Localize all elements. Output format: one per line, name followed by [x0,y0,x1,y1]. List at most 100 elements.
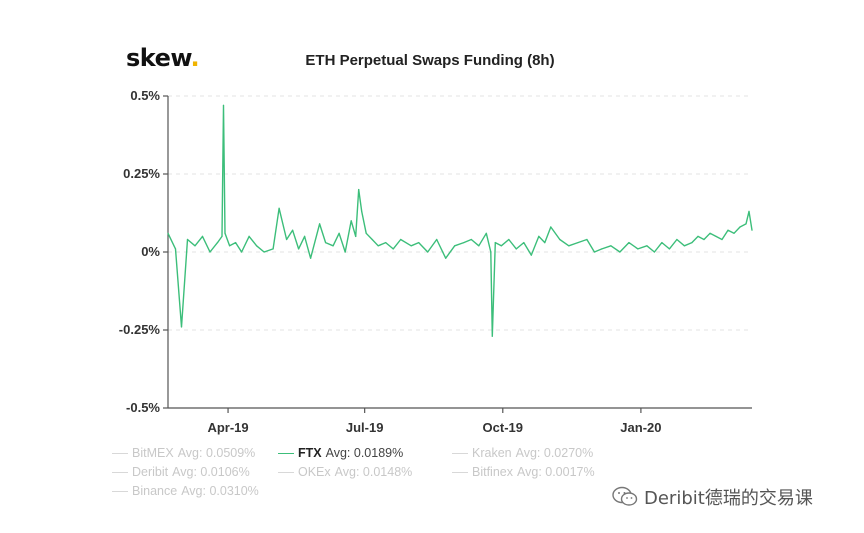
x-tick-label: Jan-20 [620,420,661,435]
legend-series-name: BitMEX [132,446,174,460]
legend-swatch [278,452,294,454]
data-point [377,245,379,247]
data-point [216,242,219,244]
data-point [739,226,741,228]
x-tick-label: Oct-19 [483,420,523,435]
data-point [272,248,274,250]
data-point [235,242,237,244]
data-point [721,238,723,241]
data-point [427,251,429,253]
data-point [703,238,705,241]
y-tick-label: -0.25% [119,322,161,337]
data-point [325,242,327,244]
legend-series-avg: Avg: 0.0106% [172,465,250,479]
y-tick-label: -0.5% [126,400,160,415]
data-point [392,248,394,250]
data-point [491,335,493,337]
data-point [400,238,402,241]
data-point [610,245,612,247]
data-point [463,242,465,244]
data-point [646,245,648,247]
data-point [733,232,735,234]
data-point [538,235,540,237]
legend-series-avg: Avg: 0.0148% [334,465,413,479]
data-point [544,242,546,244]
data-point [508,238,510,241]
legend-series-name: FTX [298,446,322,460]
legend-swatch [452,452,468,454]
watermark-text: Deribit德瑞的交易课 [644,488,813,509]
data-point [186,238,189,241]
data-point [748,210,750,212]
legend-series-avg: Avg: 0.0017% [517,465,595,479]
data-point [209,251,211,253]
data-point [653,251,656,253]
legend-swatch [112,471,128,473]
data-point [661,242,663,244]
data-point [550,226,552,228]
data-point [350,220,352,222]
data-point [371,238,373,241]
legend-series-avg: Avg: 0.0310% [181,484,259,498]
data-point [715,235,717,237]
data-point [470,238,472,241]
data-point [490,251,492,253]
legend-swatch [112,452,128,454]
legend-item-okex[interactable]: OKEx Avg: 0.0148% [278,465,412,479]
data-point [358,189,360,191]
legend-item-kraken[interactable]: Kraken Avg: 0.0270% [452,446,593,460]
data-point [523,242,525,244]
legend-item-bitmex[interactable]: BitMEX Avg: 0.0509% [112,446,255,460]
data-point [601,248,603,250]
data-point [515,248,517,250]
data-point [332,245,334,247]
legend-item-binance[interactable]: Binance Avg: 0.0310% [112,484,259,498]
data-point [224,232,226,234]
y-tick-label: 0.5% [130,88,160,103]
data-point [668,248,671,250]
data-point [201,235,204,237]
legend-swatch [278,471,294,473]
data-point [256,245,258,247]
watermark: Deribit德瑞的交易课 [612,484,813,510]
data-point [751,229,753,231]
legend-series-name: Binance [132,484,178,498]
data-point [619,251,621,253]
legend-series-avg: Avg: 0.0189% [325,446,404,460]
x-tick-label: Apr-19 [207,420,248,435]
legend-item-ftx[interactable]: FTX Avg: 0.0189% [278,446,403,460]
data-point [310,257,312,259]
data-point [586,238,588,241]
data-point [194,245,196,247]
legend-item-bitfinex[interactable]: Bitfinex Avg: 0.0017% [452,465,595,479]
y-tick-label: 0.25% [123,166,160,181]
data-point [530,254,532,256]
wechat-icon [612,486,638,506]
data-point [222,104,225,106]
legend-series-avg: Avg: 0.0509% [177,446,256,460]
data-point [385,242,387,244]
data-point [365,232,367,234]
chart-title: ETH Perpetual Swaps Funding (8h) [305,52,555,69]
data-point [697,235,699,237]
data-point [304,235,306,237]
data-point [485,232,487,234]
data-point [263,251,265,253]
data-point [241,251,243,253]
legend-swatch [452,471,468,473]
legend-item-deribit[interactable]: Deribit Avg: 0.0106% [112,465,250,479]
data-point [338,232,340,234]
data-point [494,242,496,244]
data-point [454,245,456,247]
data-point [478,245,480,247]
data-point [436,238,438,241]
data-point [286,238,288,241]
data-point [361,210,363,212]
legend-swatch [112,490,128,492]
data-point [278,207,280,209]
data-point [418,242,420,244]
data-point [445,257,447,259]
data-point [568,245,570,247]
legend-series-name: Kraken [472,446,512,460]
